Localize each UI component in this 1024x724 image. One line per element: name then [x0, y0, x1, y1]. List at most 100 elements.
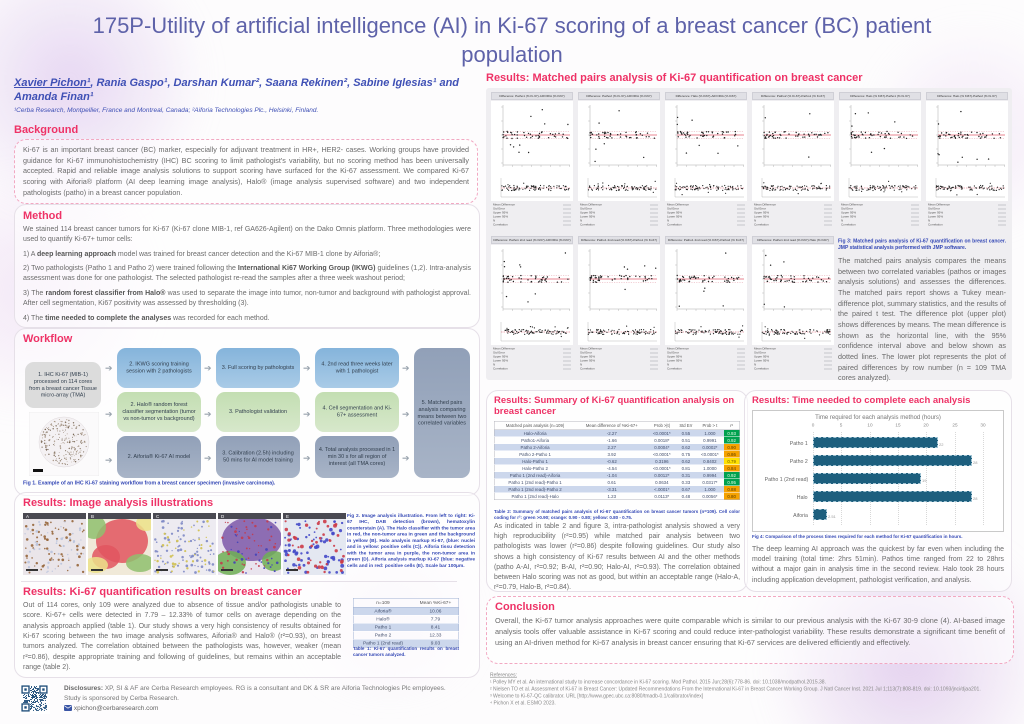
plot-stats: Mean Difference Std Error Upper 95% Lower 9… — [578, 347, 660, 373]
table1-wrap: n=109 Mean %Ki-67+ Aiforia® 10.06 Halo® 7.7… — [353, 598, 459, 657]
disclosures-text: XP, SI & AF are Cerba Research employees… — [64, 685, 446, 702]
category-label: Patho 1 — [789, 440, 808, 447]
table-row: Patho 1 (2nd read)-Halo 1.23 0.0113* 0.48 0.… — [494, 492, 740, 500]
divider — [21, 581, 457, 582]
plot-title: Difference: Patho2 (% Ki-67)-Patho1 (% K… — [752, 92, 834, 100]
table-row: Patho 2-Patho 1 3.92 <0.0001* 0.75 <0.0001* 0… — [494, 450, 740, 458]
arrow-icon: ➔ — [105, 409, 113, 419]
x-tick-label: 20 — [923, 421, 929, 428]
section-results-left: Results: Image analysis illustrations A B… — [14, 492, 480, 678]
x-tick-label: 15 — [895, 421, 901, 428]
workflow-step: 2. Halo® random forest classifier segmen… — [117, 392, 201, 432]
image-panels: A B C D E — [23, 513, 346, 575]
image-panel-C: C — [153, 513, 216, 575]
matched-pairs-plot: Difference: Patho1 2nd read (% Ki67)-Pat… — [665, 236, 747, 373]
disclosures-label: Disclosures: — [64, 685, 104, 692]
workflow-source-box: 1. IHC Ki-67 (MIB-1) processed on 114 co… — [25, 362, 101, 408]
category-label: Patho 1 (2nd read) — [764, 476, 808, 483]
x-tick-label: 5 — [840, 421, 843, 428]
method-item: 4) The time needed to complete the analy… — [23, 314, 270, 322]
arrow-icon: ➔ — [303, 453, 311, 463]
workflow-step: 2. IKWG scoring training session with 2 … — [117, 348, 201, 388]
bar-value-label: 28 — [972, 460, 978, 465]
table1: n=109 Mean %Ki-67+ Aiforia® 10.06 Halo® 7.7… — [353, 598, 459, 648]
workflow-step: 2. Aiforia® Ki-67 AI model — [117, 436, 201, 478]
table-row: Patho 1 (2nd read)-Patho 1 0.61 0.0634 0.33… — [494, 478, 740, 486]
section-matched-pairs: Results: Matched pairs analysis of Ki-67… — [486, 72, 1012, 382]
arrow-icon: ➔ — [105, 455, 113, 465]
table2-header: Matched pairs analysis (n=109) — [494, 421, 576, 430]
bar-value-label: 2.51 — [828, 514, 837, 519]
plot-title: Difference: Halo (% Ki67)-Patho1 (% Ki-6… — [839, 92, 921, 100]
workflow-diagram: 1. IHC Ki-67 (MIB-1) processed on 114 co… — [23, 348, 471, 480]
bar-row: Patho 1 (2nd read) 19 — [764, 472, 983, 484]
image-panel-D: D — [218, 513, 281, 575]
method-intro: We stained 114 breast cancer tumors for … — [23, 226, 471, 244]
x-tick-label: 30 — [980, 421, 986, 428]
bar-row: Patho 2 28 — [790, 454, 983, 466]
plot-stats: Mean Difference Std Error Upper 95% Lower 9… — [752, 203, 834, 229]
svg-text:E: E — [286, 514, 289, 519]
x-tick-label: 25 — [952, 421, 958, 428]
reference-item: ² Nielsen TO et al. Assessment of Ki-67 … — [490, 686, 981, 693]
arrow-icon: ➔ — [402, 363, 410, 373]
matched-body: The matched pairs analysis compares the … — [838, 256, 1006, 383]
plot-stats: Mean Difference Std Error Upper 95% Lower 9… — [839, 203, 921, 229]
workflow-step: 3. Full scoring by pathologists — [216, 348, 300, 388]
plot-stats: Mean Difference Std Error Upper 95% Lower 9… — [665, 203, 747, 229]
arrow-icon: ➔ — [303, 363, 311, 373]
workflow-heading: Workflow — [23, 333, 73, 345]
plot-title: Difference: Halo (% Ki67)-AIFORIA (% Ki6… — [665, 92, 747, 100]
disclosures: Disclosures: XP, SI & AF are Cerba Resea… — [64, 684, 464, 713]
matched-pairs-plot: Difference: Patho1 2nd read (% Ki67)-Hal… — [752, 236, 834, 373]
plot-stats: Mean Difference Std Error Upper 95% Lower 9… — [491, 203, 573, 229]
bar-value-label: 22 — [938, 442, 944, 447]
bar: 2.51 — [813, 508, 836, 520]
plot-title: Difference: Patho1 2nd read (% Ki67)-AIF… — [491, 236, 573, 244]
bar: 28 — [813, 454, 977, 466]
matched-heading: Results: Matched pairs analysis of Ki-67… — [486, 72, 863, 84]
background-text: Ki-67 is an important breast cancer (BC)… — [23, 145, 469, 197]
image-panel-A: A — [23, 513, 86, 575]
plot-stats: Mean Difference Std Error Upper 95% Lower 9… — [665, 347, 747, 373]
matched-pairs-plot: Difference: Halo (% Ki67)-Patho1 (% Ki-6… — [839, 92, 921, 229]
matched-pairs-plot: Difference: Patho1 2nd read (% Ki67)-Pat… — [578, 236, 660, 373]
table1-caption: Table 1: Ki-67 quantification results on… — [353, 646, 459, 657]
section-summary: Results: Summary of Ki-67 quantification… — [486, 390, 748, 592]
plot-title: Difference: Patho2 (% Ki-67)-AIFORIA (% … — [578, 92, 660, 100]
arrow-icon: ➔ — [303, 409, 311, 419]
workflow-final-box: 5. Matched pairs analysis comparing mean… — [414, 348, 470, 478]
arrow-icon: ➔ — [402, 453, 410, 463]
matched-pairs-plot: Difference: Patho1 2nd read (% Ki67)-AIF… — [491, 236, 573, 373]
chart-title: Time required for each analysis method (… — [815, 414, 941, 421]
method-item: 2) Two pathologists (Patho 1 and Patho 2… — [23, 265, 472, 283]
table-row: Halo-Aiforia -2.27 <0.0001* 0.55 1.000 0.93 — [494, 429, 740, 437]
fig2-caption-wrap: Fig 2. Image analysis illustration. From… — [347, 513, 475, 575]
arrow-icon: ➔ — [204, 409, 212, 419]
method-heading: Method — [23, 210, 63, 222]
table-row: Halo-Patho 2 -4.54 <0.0001* 0.81 1.0000 0.84 — [494, 464, 740, 472]
authors-line: Xavier Pichon¹, Rania Gaspo¹, Darshan Ku… — [14, 76, 478, 105]
bar-row: Patho 1 22 — [790, 436, 983, 448]
time-body: The deep learning AI approach was the qu… — [752, 545, 1004, 584]
references-label: References: — [490, 672, 517, 679]
plot-title: Difference: Halo (% Ki67)-Patho2 (% Ki-6… — [926, 92, 1008, 100]
bar-row: Aiforia 2.51 — [793, 508, 983, 520]
quant-heading: Results: Ki-67 quantification results on… — [23, 586, 302, 598]
matched-pairs-plot: Difference: Patho2 (% Ki-67)-AIFORIA (% … — [578, 92, 660, 229]
matched-pairs-plot: Difference: Patho2 (% Ki-67)-Patho1 (% K… — [752, 92, 834, 229]
bar-plot: 0 5 10 15 20 25 30 Patho 1 22 Patho 2 28 Patho 1 (2… — [764, 421, 986, 525]
illustrations-heading: Results: Image analysis illustrations — [23, 497, 214, 509]
contact-email[interactable]: xpichon@cerbaresearch.com — [73, 704, 159, 712]
svg-text:B: B — [91, 514, 94, 519]
reference-item: ⁴ Pichon X et al. ESMO 2023. — [490, 700, 556, 707]
table2-header: r² — [723, 421, 740, 430]
gridline — [983, 431, 984, 525]
section-time: Results: Time needed to complete each an… — [744, 390, 1012, 592]
plot-title: Difference: Patho1 2nd read (% Ki67)-Hal… — [752, 236, 834, 244]
envelope-icon — [64, 704, 72, 711]
table-row: Patho1-Aiforia -1.66 0.0018* 0.51 0.9991 0.92 — [494, 436, 740, 444]
first-author: Xavier Pichon¹ — [14, 77, 91, 89]
plot-stats: Mean Difference Std Error Upper 95% Lower 9… — [926, 203, 1008, 229]
method-item: 3) The random forest classifier from Hal… — [23, 289, 471, 308]
